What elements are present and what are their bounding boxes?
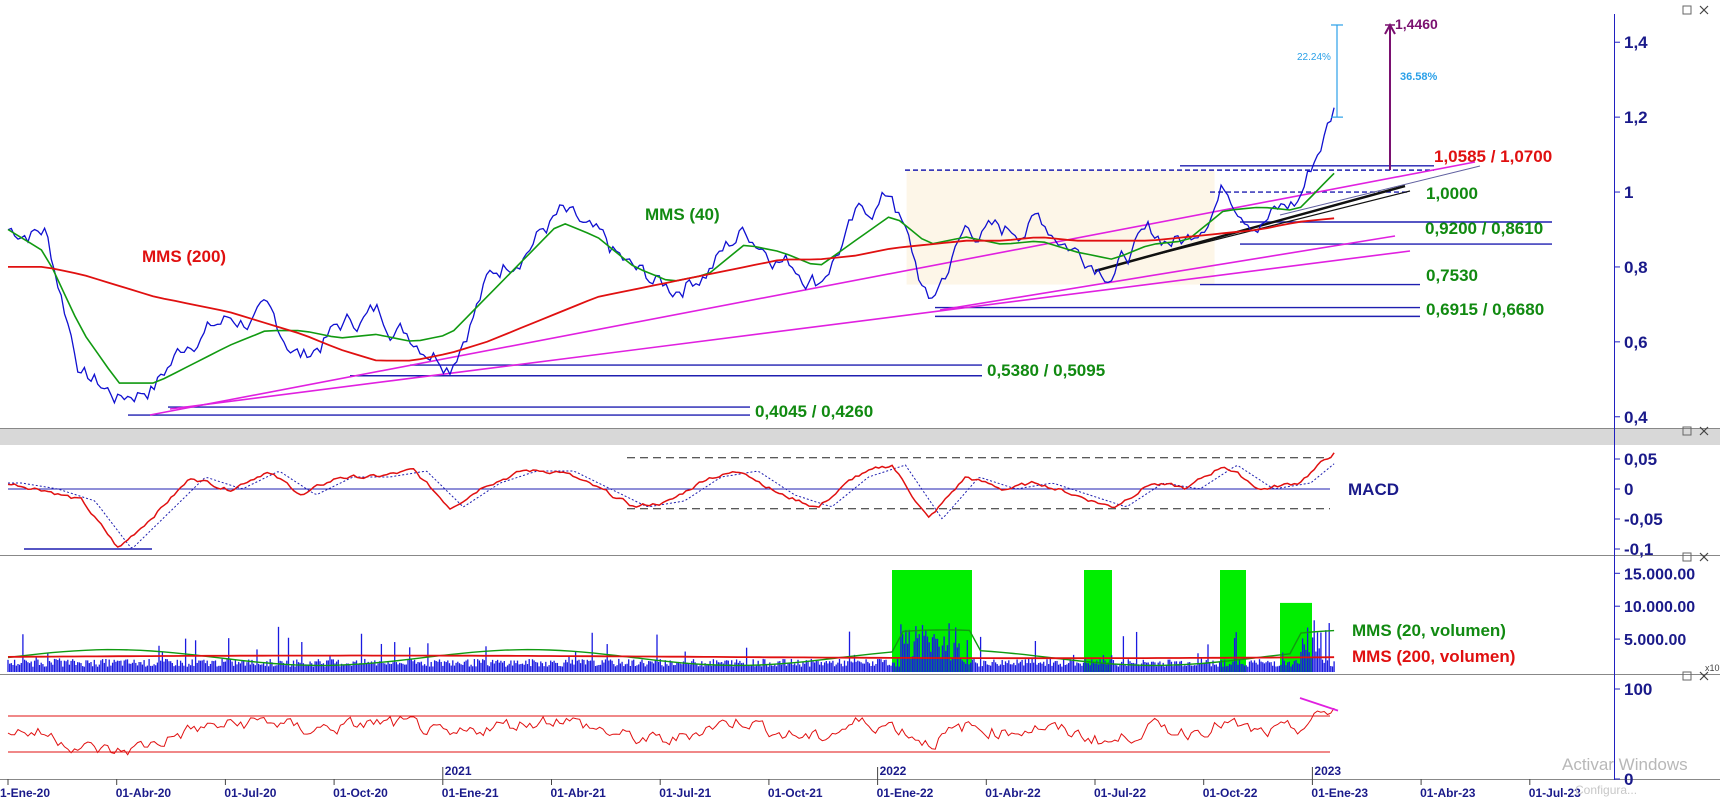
mms40-line: [7, 172, 1335, 384]
macd-restore-icon[interactable]: [1682, 426, 1692, 436]
y-tick-label: 100: [1624, 680, 1652, 699]
vol-mms200-label: MMS (200, volumen): [1352, 647, 1515, 666]
mms200-line: [8, 217, 1335, 362]
level-label: 1,0000: [1426, 184, 1478, 203]
vol-restore-icon[interactable]: [1682, 552, 1692, 562]
y-tick-label: 1,2: [1624, 108, 1648, 127]
x-tick-label: 01-Abr-23: [1420, 786, 1476, 800]
trendline: [169, 250, 1411, 410]
y-tick-label: -0,1: [1624, 540, 1653, 559]
rsi-line: [7, 707, 1335, 756]
year-label: 2021: [445, 764, 472, 778]
windows-watermark: Activar Windows: [1562, 755, 1688, 774]
macd-line: [7, 452, 1335, 548]
trendline: [939, 235, 1396, 311]
level-label: 0,7530: [1426, 266, 1478, 285]
y-tick-label: 5.000.00: [1624, 632, 1686, 649]
y-tick-label: -0,05: [1624, 510, 1663, 529]
vol-header-strip: [0, 555, 1720, 571]
x-tick-label: 01-Jul-22: [1094, 786, 1146, 800]
measure-label: 22.24%: [1297, 52, 1331, 63]
macd-header-strip: [0, 429, 1720, 445]
mms40-label: MMS (40): [645, 205, 720, 224]
level-label: 0,4045 / 0,4260: [755, 402, 873, 421]
vol-close-icon[interactable]: [1699, 552, 1709, 562]
x-tick-label: 1-Ene-20: [0, 786, 50, 800]
mms200-label: MMS (200): [142, 247, 226, 266]
x-tick-label: 01-Oct-21: [768, 786, 823, 800]
x-tick-label: 01-Abr-20: [116, 786, 172, 800]
consolidation-box: [906, 170, 1215, 285]
vol-mms20-line: [7, 629, 1335, 667]
y-tick-label: 0,8: [1624, 258, 1648, 277]
x-tick-label: 01-Ene-23: [1311, 786, 1368, 800]
year-label: 2022: [880, 764, 907, 778]
level-label: 0,5380 / 0,5095: [987, 361, 1105, 380]
target-label: 1,4460: [1395, 16, 1438, 32]
measure-label: 36.58%: [1400, 71, 1438, 83]
y-tick-label: 10.000.00: [1624, 599, 1695, 616]
price-panel-bg: [0, 0, 1720, 428]
rsi-divergence-line: [1299, 697, 1339, 712]
rsi-close-icon[interactable]: [1699, 671, 1709, 681]
x-tick-label: 01-Abr-21: [551, 786, 607, 800]
y-tick-label: 0,6: [1624, 333, 1648, 352]
trendline: [149, 161, 1476, 416]
rsi-header-strip: [0, 674, 1720, 690]
x-tick-label: 01-Jul-23: [1529, 786, 1581, 800]
year-label: 2023: [1314, 764, 1341, 778]
x-tick-label: 01-Jul-21: [659, 786, 711, 800]
y-tick-label: 1,4: [1624, 33, 1648, 52]
vol-mms200-line: [7, 654, 1335, 660]
x-tick-label: 01-Oct-20: [333, 786, 388, 800]
x-tick-label: 01-Ene-21: [442, 786, 499, 800]
price-series-line: [7, 107, 1335, 405]
uptrend-line: [1279, 165, 1481, 216]
x-tick-label: 01-Ene-22: [877, 786, 934, 800]
macd-label: MACD: [1348, 480, 1399, 499]
volume-highlight: [1220, 570, 1246, 672]
level-label: 1,0585 / 1,0700: [1434, 147, 1552, 166]
x-tick-label: 01-Jul-20: [224, 786, 276, 800]
price-close-icon[interactable]: [1699, 5, 1709, 15]
windows-watermark-sub: Configura...: [1575, 783, 1637, 797]
y-tick-label: 0,05: [1624, 450, 1657, 469]
y-tick-label: 15.000.00: [1624, 566, 1695, 583]
x-tick-label: 01-Oct-22: [1203, 786, 1258, 800]
macd-close-icon[interactable]: [1699, 426, 1709, 436]
y-tick-label: 0,4: [1624, 408, 1648, 427]
x-tick-label: 01-Abr-22: [985, 786, 1041, 800]
y-tick-label: 1: [1624, 183, 1633, 202]
level-label: 0,9200 / 0,8610: [1425, 219, 1543, 238]
rsi-restore-icon[interactable]: [1682, 671, 1692, 681]
volume-highlight: [1084, 570, 1112, 672]
x10-label: x10: [1705, 663, 1720, 673]
level-label: 0,6915 / 0,6680: [1426, 300, 1544, 319]
y-tick-label: 0: [1624, 770, 1633, 789]
price-restore-icon[interactable]: [1682, 5, 1692, 15]
macd-signal-line: [8, 463, 1335, 549]
vol-mms20-label: MMS (20, volumen): [1352, 621, 1506, 640]
y-tick-label: 0: [1624, 480, 1633, 499]
